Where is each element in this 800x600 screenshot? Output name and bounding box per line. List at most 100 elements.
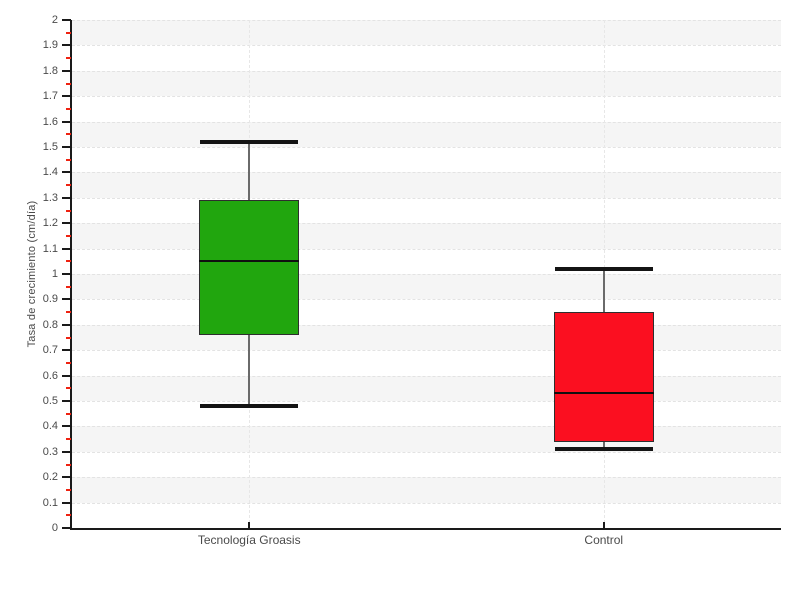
y-minor-tick bbox=[66, 184, 71, 187]
h-gridline bbox=[72, 197, 781, 199]
y-major-tick bbox=[62, 196, 71, 199]
y-major-tick bbox=[62, 298, 71, 301]
y-major-tick bbox=[62, 44, 71, 47]
h-gridline bbox=[72, 401, 781, 402]
h-gridline bbox=[72, 45, 781, 47]
x-category-tick bbox=[602, 522, 605, 530]
y-major-tick bbox=[62, 146, 71, 148]
y-tick-label: 2 bbox=[51, 14, 58, 26]
y-major-tick bbox=[62, 425, 71, 428]
h-gridline bbox=[72, 477, 781, 479]
y-tick-label: 1 bbox=[51, 268, 58, 280]
y-tick-label: 0.2 bbox=[42, 471, 58, 484]
y-tick-label: 0.6 bbox=[42, 369, 58, 382]
h-gridline bbox=[72, 375, 781, 377]
y-minor-tick bbox=[66, 311, 71, 314]
h-gridline bbox=[72, 502, 781, 504]
h-gridline bbox=[72, 96, 781, 98]
y-major-tick bbox=[62, 19, 71, 21]
plot-band bbox=[72, 324, 781, 351]
y-minor-tick bbox=[66, 387, 71, 390]
y-minor-tick bbox=[66, 336, 71, 339]
y-minor-tick bbox=[66, 158, 71, 161]
y-minor-tick bbox=[66, 438, 71, 441]
y-axis-line bbox=[70, 20, 72, 530]
plot-band bbox=[72, 70, 781, 97]
plot-band bbox=[72, 375, 781, 401]
h-gridline bbox=[72, 324, 781, 326]
y-minor-tick bbox=[66, 514, 71, 517]
h-gridline bbox=[72, 20, 781, 21]
x-category-label: Control bbox=[584, 533, 624, 547]
y-tick-label: 1.7 bbox=[42, 90, 58, 103]
y-tick-label: 0.3 bbox=[42, 445, 58, 458]
h-gridline bbox=[72, 274, 781, 275]
y-tick-label: 0.7 bbox=[42, 344, 58, 357]
y-major-tick bbox=[62, 476, 71, 479]
y-major-tick bbox=[62, 450, 71, 453]
y-minor-tick bbox=[66, 209, 71, 212]
y-minor-tick bbox=[66, 260, 71, 263]
h-gridline bbox=[72, 426, 781, 428]
box-control[interactable] bbox=[553, 312, 654, 442]
plot-band bbox=[72, 477, 781, 503]
y-minor-tick bbox=[66, 488, 71, 491]
h-gridline bbox=[72, 451, 781, 453]
x-axis-line bbox=[70, 528, 781, 530]
median-line-tecnolog-a-groasis bbox=[199, 260, 300, 263]
y-tick-label: 0.4 bbox=[42, 420, 58, 433]
y-tick-label: 0.5 bbox=[42, 395, 58, 407]
plot-band bbox=[72, 274, 781, 300]
y-major-tick bbox=[62, 95, 71, 98]
y-tick-label: 1.8 bbox=[42, 64, 58, 77]
plot-band bbox=[72, 121, 781, 147]
y-minor-tick bbox=[66, 107, 71, 110]
y-major-tick bbox=[62, 374, 71, 377]
box-tecnolog-a-groasis[interactable] bbox=[199, 200, 300, 335]
x-category-tick bbox=[248, 522, 251, 530]
h-gridline bbox=[72, 299, 781, 301]
y-tick-label: 1.1 bbox=[42, 242, 58, 255]
h-gridline bbox=[72, 248, 781, 250]
y-tick-label: 1.6 bbox=[42, 115, 58, 128]
y-major-tick bbox=[62, 323, 71, 326]
y-major-tick bbox=[62, 120, 71, 123]
y-tick-label: 0.1 bbox=[42, 496, 58, 509]
plot-band bbox=[72, 20, 781, 46]
y-tick-label: 1.9 bbox=[42, 39, 58, 52]
h-gridline bbox=[72, 147, 781, 148]
y-major-tick bbox=[62, 527, 71, 529]
plot-band bbox=[72, 223, 781, 249]
whisker-cap-high-control bbox=[554, 266, 653, 271]
y-tick-label: 0.8 bbox=[42, 318, 58, 331]
whisker-cap-low-tecnolog-a-groasis bbox=[200, 404, 299, 409]
y-tick-label: 0 bbox=[51, 522, 58, 534]
y-tick-label: 1.2 bbox=[42, 217, 58, 230]
y-major-tick bbox=[62, 349, 71, 352]
y-major-tick bbox=[62, 69, 71, 72]
y-minor-tick bbox=[66, 285, 71, 288]
h-gridline bbox=[72, 70, 781, 72]
h-gridline bbox=[72, 121, 781, 123]
plot-band bbox=[72, 172, 781, 198]
y-major-tick bbox=[62, 171, 71, 174]
y-tick-label: 0.9 bbox=[42, 293, 58, 306]
whisker-cap-low-control bbox=[554, 447, 653, 452]
x-category-label: Tecnología Groasis bbox=[197, 533, 301, 547]
y-minor-tick bbox=[66, 82, 71, 85]
y-tick-label: 1.5 bbox=[42, 141, 58, 153]
y-minor-tick bbox=[66, 57, 71, 60]
y-major-tick bbox=[62, 247, 71, 250]
y-minor-tick bbox=[66, 31, 71, 34]
y-major-tick bbox=[62, 273, 71, 275]
y-tick-label: 1.4 bbox=[42, 166, 58, 179]
h-gridline bbox=[72, 223, 781, 225]
y-tick-label: 1.3 bbox=[42, 191, 58, 204]
h-gridline bbox=[72, 172, 781, 174]
y-major-tick bbox=[62, 501, 71, 504]
y-minor-tick bbox=[66, 412, 71, 415]
y-minor-tick bbox=[66, 361, 71, 364]
y-major-tick bbox=[62, 222, 71, 225]
